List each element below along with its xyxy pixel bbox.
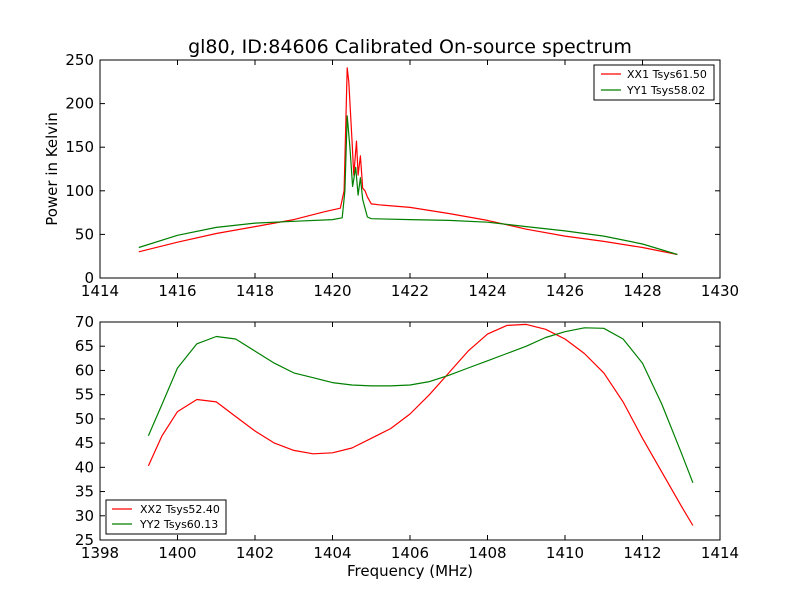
y-tick-label: 30 — [75, 507, 94, 525]
x-tick-label: 1416 — [158, 282, 196, 300]
y-tick-label: 70 — [75, 313, 94, 331]
y-tick-label: 50 — [75, 225, 94, 243]
top-legend-label-yy1: YY1 Tsys58.02 — [626, 84, 705, 97]
x-tick-label: 1418 — [236, 282, 274, 300]
bottom-legend-label-yy2: YY2 Tsys60.13 — [139, 518, 218, 531]
bottom-legend-label-xx2: XX2 Tsys52.40 — [140, 503, 220, 516]
x-tick-label: 1402 — [236, 544, 274, 562]
x-tick-label: 1428 — [623, 282, 661, 300]
bottom-x-axis-label: Frequency (MHz) — [347, 562, 473, 580]
y-tick-label: 45 — [75, 434, 94, 452]
x-tick-label: 1400 — [158, 544, 196, 562]
y-tick-label: 35 — [75, 483, 94, 501]
top-legend-label-xx1: XX1 Tsys61.50 — [627, 68, 707, 81]
x-tick-label: 1408 — [468, 544, 506, 562]
x-tick-label: 1410 — [546, 544, 584, 562]
y-tick-label: 200 — [65, 95, 94, 113]
y-tick-label: 25 — [75, 531, 94, 549]
y-tick-label: 50 — [75, 410, 94, 428]
x-tick-label: 1406 — [391, 544, 429, 562]
x-tick-label: 1404 — [313, 544, 351, 562]
top-spectrum-panel: 1414 1416 1418 1420 1422 1424 1426 1428 1430 0 50 1… — [43, 51, 739, 300]
series-line-yy2 — [147, 327, 694, 484]
top-legend: XX1 Tsys61.50 YY1 Tsys58.02 — [593, 64, 715, 101]
x-tick-label: 1412 — [623, 544, 661, 562]
y-tick-label: 150 — [65, 138, 94, 156]
x-tick-label: 1414 — [701, 544, 739, 562]
bottom-legend-box — [105, 499, 227, 535]
y-tick-label: 100 — [65, 182, 94, 200]
y-tick-label: 250 — [65, 51, 94, 69]
y-tick-label: 65 — [75, 337, 94, 355]
y-tick-label: 40 — [75, 458, 94, 476]
chart-title: gl80, ID:84606 Calibrated On-source spec… — [188, 36, 632, 58]
series-line-xx2 — [147, 323, 694, 526]
y-tick-label: 0 — [84, 269, 94, 287]
bottom-legend: XX2 Tsys52.40 YY2 Tsys60.13 — [105, 499, 227, 535]
x-tick-label: 1424 — [468, 282, 506, 300]
y-tick-label: 55 — [75, 386, 94, 404]
x-tick-label: 1426 — [546, 282, 584, 300]
top-y-axis-label: Power in Kelvin — [43, 112, 61, 226]
x-tick-label: 1414 — [81, 282, 119, 300]
bottom-spectrum-panel: 1398 1400 1402 1404 1406 1408 1410 1412 1414 25 30… — [75, 313, 739, 580]
top-legend-box — [593, 64, 715, 101]
x-tick-label: 1398 — [81, 544, 119, 562]
x-tick-label: 1420 — [313, 282, 351, 300]
y-tick-label: 60 — [75, 361, 94, 379]
x-tick-label: 1430 — [701, 282, 739, 300]
series-line-yy1 — [138, 115, 678, 256]
x-tick-label: 1422 — [391, 282, 429, 300]
